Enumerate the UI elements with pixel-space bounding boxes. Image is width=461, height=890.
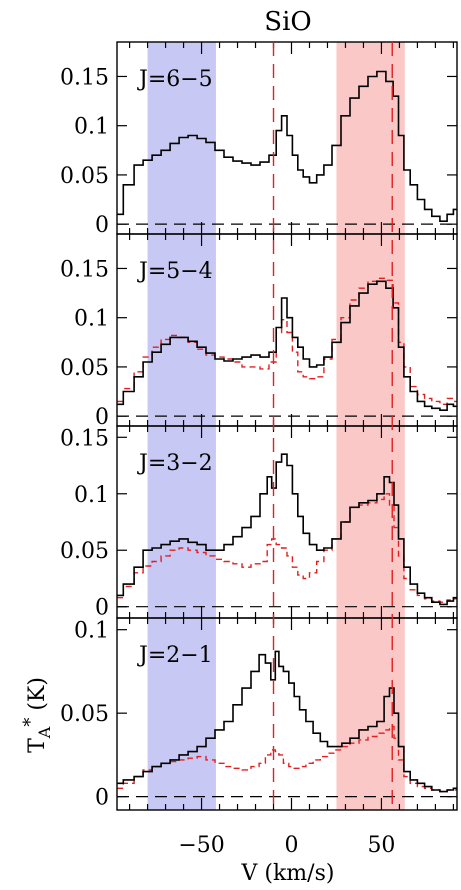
y-tick-label: 0.1 [74, 115, 109, 140]
y-tick-label: 0.15 [60, 426, 109, 451]
ylabel-main: T [25, 738, 50, 753]
panel-2: 0 0.05 0.1 0.15 J=5−4 [60, 233, 458, 430]
panel-frame [116, 617, 458, 811]
panel-label: J=3−2 [137, 451, 213, 476]
y-tick-label: 0 [95, 213, 109, 238]
panel-3: 0 0.05 0.1 0.15 J=3−2 [60, 425, 458, 621]
y-tick-label: 0.05 [60, 164, 109, 189]
black-spectrum [117, 650, 457, 793]
panel-label: J=6−5 [137, 67, 213, 92]
panel-4: 0 0.05 0.1 J=2−1 [60, 617, 458, 811]
y-tick-label: 0.1 [74, 483, 109, 508]
ylabel-sub: A [35, 726, 54, 739]
panel-1: 0 0.05 0.1 0.15 J=6−5 [60, 41, 458, 238]
y-tick-label: 0 [95, 596, 109, 621]
y-axis-label: TA* (K) [20, 677, 54, 753]
y-tick-label: 0.1 [74, 619, 109, 644]
red-dashed-spectrum [117, 725, 457, 793]
x-tick-label: 0 [284, 833, 298, 858]
y-tick-label: 0.1 [74, 307, 109, 332]
panel-label: J=2−1 [137, 643, 213, 668]
x-axis-label: V (km/s) [241, 861, 335, 886]
y-tick-label: 0.05 [60, 356, 109, 381]
panel-label: J=5−4 [137, 259, 213, 284]
black-spectrum [117, 70, 457, 222]
chart-title: SiO [264, 7, 311, 37]
y-tick-label: 0 [95, 405, 109, 430]
red-dashed-spectrum [117, 493, 457, 603]
ylabel-unit: (K) [25, 677, 50, 718]
y-tick-label: 0.15 [60, 65, 109, 90]
panels-group: 00.050.10.15 J=6−500.050.10.15 J=5−400.050… [60, 41, 458, 858]
x-tick-label: −50 [178, 833, 224, 858]
ylabel-sup: * [20, 718, 41, 727]
black-spectrum [117, 280, 457, 411]
black-spectrum [117, 453, 457, 606]
y-tick-label: 0.05 [60, 539, 109, 564]
y-tick-label: 0.15 [60, 257, 109, 282]
y-tick-label: 0.05 [60, 702, 109, 727]
y-tick-label: 0 [95, 786, 109, 811]
x-tick-label: 50 [367, 833, 395, 858]
